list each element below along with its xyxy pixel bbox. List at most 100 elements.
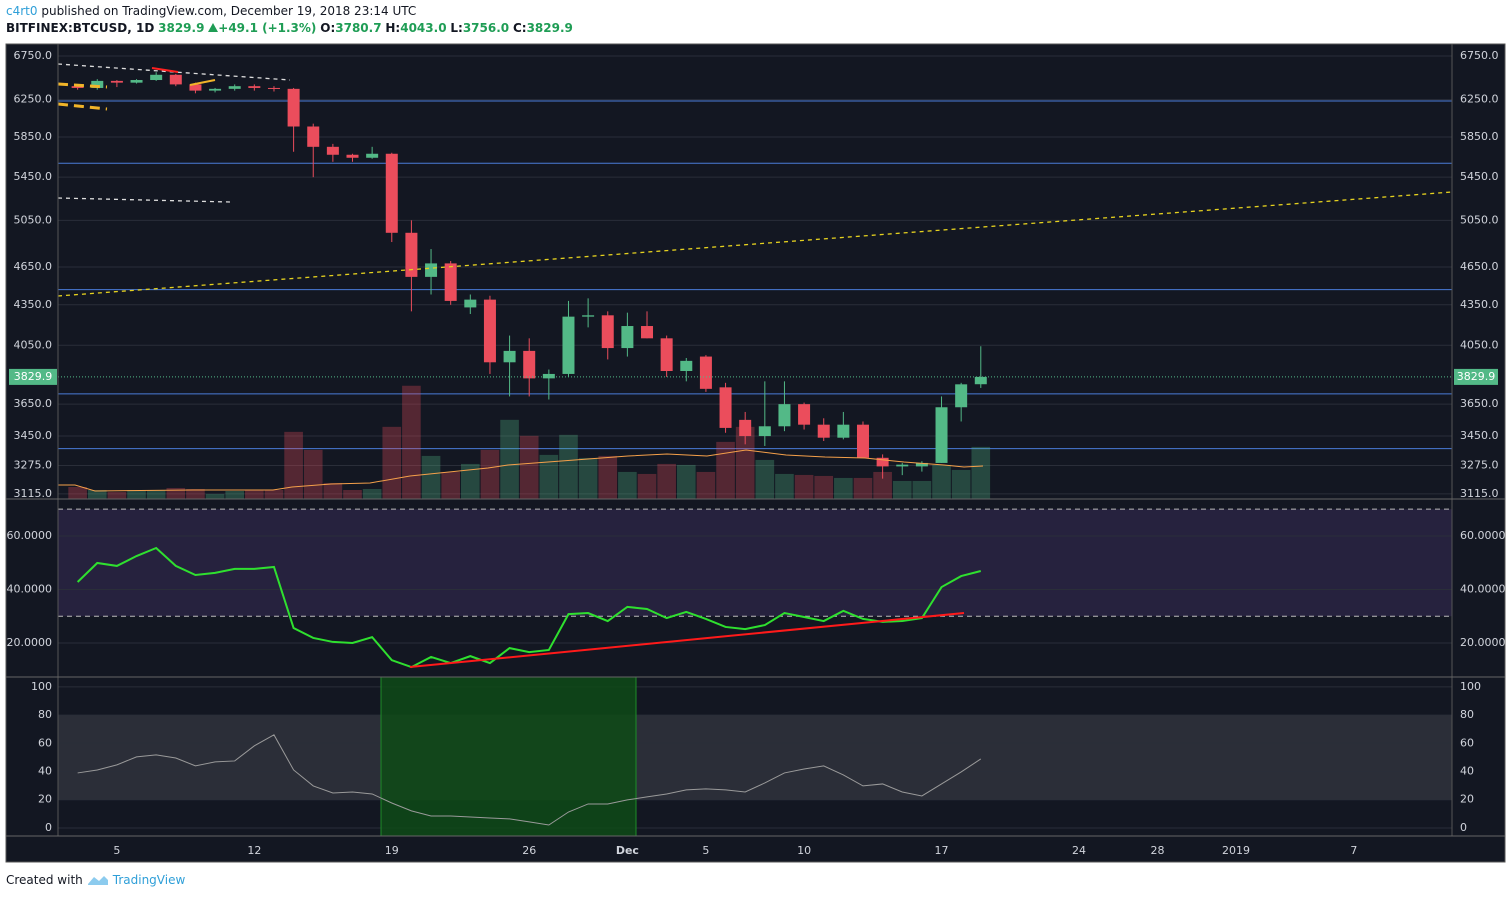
candle-body [935,407,948,463]
indicator-line [76,546,982,669]
highlight-box [380,676,637,837]
volume-bar [421,455,441,499]
ohlc-key: L: [450,21,463,35]
y-tick-label: 60.0000 [7,529,53,542]
volume-bar [107,491,127,499]
x-tick-label: 17 [935,844,949,857]
candle-body [287,88,300,127]
candle-body [385,153,398,233]
frame [5,43,1506,863]
volume-bar [284,431,303,499]
published: published on TradingView.com, December 1… [41,4,417,18]
y-tick-label: 40 [1460,765,1474,778]
volume-bar [205,493,225,499]
candle-body [326,146,339,155]
y-tick-label: 0 [1460,821,1467,834]
ohlc-key: H: [385,21,401,35]
candle-body [582,315,595,317]
y-tick-label: 4350.0 [1460,298,1499,311]
volume-bar [873,471,892,499]
candle-body [915,462,928,467]
level-band [58,715,1452,800]
header-line: BITFINEX:BTCUSD, 1D 3829.9 +49.1 (+1.3%)… [6,21,573,35]
candle-body [876,457,889,467]
x-tick-label: 5 [702,844,709,857]
candle-body [719,387,732,428]
y-tick-label: 0 [45,821,52,834]
ohlc-value: 4043.0 [400,21,447,35]
volume-bar [166,487,186,499]
x-tick-label: 5 [113,844,120,857]
y-tick-label: 5450.0 [1460,170,1499,183]
candle-body [562,316,575,374]
volume-bar [696,471,716,499]
y-tick-label: 3450.0 [1460,429,1499,442]
volume-bar [814,475,834,499]
volume-bar [127,489,146,499]
volume-bar [186,488,205,499]
rsi-trendline [409,612,965,668]
author[interactable]: c4rt0 [6,4,38,18]
volume-bar [971,446,991,499]
symbol: BITFINEX:BTCUSD, 1D [6,21,155,35]
brand[interactable]: TradingView [112,873,186,887]
candle-body [91,80,104,88]
y-tick-label: 100 [31,680,52,693]
ohlc-value: 3829.9 [526,21,573,35]
marks [58,72,1452,826]
volume-bar [598,455,618,499]
y-tick-label: 6250.0 [1460,93,1499,106]
volume-bar [87,489,107,499]
backgrounds [58,509,1452,800]
volume-bar [480,449,500,499]
candle-body [758,426,771,437]
created: Created with [6,873,83,887]
candle-body [71,86,84,88]
y-tick-label: 3275.0 [14,459,53,472]
x-tick-label: 12 [247,844,261,857]
x-tick-label: 19 [385,844,399,857]
y-tick-label: 6750.0 [14,49,53,62]
x-tick-label: Dec [616,844,639,857]
trendline [57,82,108,89]
level-band [58,509,1452,617]
volume-bar [834,477,853,499]
price-tag-label: 3829.9 [1457,370,1496,383]
volume-bar [794,474,814,499]
candle-body [778,404,791,427]
candle-body [228,86,241,89]
y-tick-label: 6750.0 [1460,49,1499,62]
volume-bar [146,489,166,499]
indicator-line [77,734,982,826]
x-tick-label: 24 [1072,844,1086,857]
volume-bar [716,441,735,499]
candle-body [189,84,202,91]
ohlc-value: 3780.7 [335,21,382,35]
candle-body [739,419,752,437]
volume-bar [932,464,951,499]
y-tick-label: 4650.0 [14,260,53,273]
candle-body [974,376,987,385]
y-tick-label: 80 [38,708,52,721]
trendline [189,79,216,86]
volume-bar [245,489,264,499]
logo [87,876,108,885]
y-tick-label: 3115.0 [14,487,53,500]
x-tick-label: 10 [797,844,811,857]
candle-body [267,87,280,89]
change: +49.1 (+1.3%) [218,21,317,35]
y-tick-label: 60 [38,736,52,749]
volume-bar [441,471,460,499]
candle-body [209,88,222,91]
y-tick-label: 80 [1460,708,1474,721]
axes [6,44,1505,837]
y-tick-label: 3275.0 [1460,459,1499,472]
y-tick-label: 5850.0 [14,130,53,143]
volume-bar [343,489,362,499]
y-tick-label: 3650.0 [1460,397,1499,410]
candle-body [798,404,811,425]
volume-bar [362,488,382,499]
x-tick-label: 2019 [1222,844,1250,857]
